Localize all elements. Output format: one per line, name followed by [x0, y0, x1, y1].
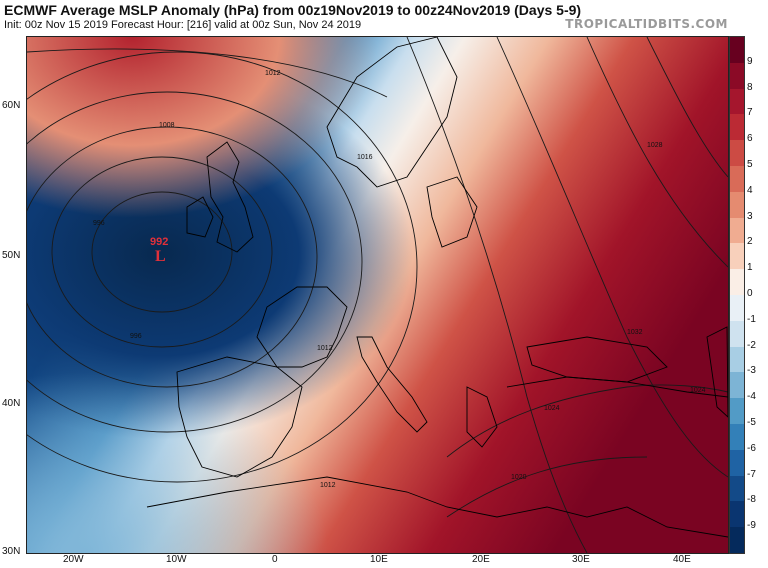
- chart-subtitle: Init: 00z Nov 15 2019 Forecast Hour: [21…: [4, 19, 362, 31]
- anomaly-map: 1012 1008 1016 996 996 1012 1012 1032 1024 1020 10…: [26, 36, 729, 554]
- colorbar-tick-label: -8: [747, 494, 756, 506]
- colorbar-swatch: [730, 372, 744, 399]
- isobar-label: 1008: [159, 122, 175, 129]
- colorbar-tick-label: 0: [747, 288, 753, 299]
- latitude-label: 40N: [2, 398, 21, 409]
- isobar-label: 996: [130, 333, 142, 340]
- colorbar-tick-label: 5: [747, 159, 753, 170]
- isobar-label: 1012: [320, 482, 336, 489]
- longitude-label: 20E: [472, 554, 490, 565]
- colorbar-swatch: [730, 295, 744, 322]
- longitude-label: 10E: [370, 554, 388, 565]
- colorbar-swatch: [730, 398, 744, 425]
- isobar-label: 1028: [647, 142, 663, 149]
- low-pressure-value: 992: [150, 236, 169, 248]
- isobar-label: 1032: [627, 329, 643, 336]
- site-brand: TROPICALTIDBITS.COM: [565, 17, 728, 31]
- colorbar-swatch: [730, 140, 744, 167]
- longitude-label: 10W: [166, 554, 187, 565]
- colorbar-tick-label: -3: [747, 365, 756, 377]
- anomaly-field: 1012 1008 1016 996 996 1012 1012 1032 1024 1020 10…: [27, 37, 728, 553]
- colorbar: [729, 36, 745, 554]
- colorbar-swatch: [730, 475, 744, 502]
- coastlines: [146, 37, 728, 538]
- latitude-label: 30N: [2, 546, 21, 557]
- colorbar-swatch: [730, 62, 744, 90]
- isobar-label: 1012: [317, 345, 333, 352]
- colorbar-swatch: [730, 449, 744, 477]
- isobar-label: 1016: [357, 154, 373, 161]
- colorbar-tick-label: -6: [747, 442, 756, 454]
- low-pressure-symbol: L: [155, 248, 166, 265]
- colorbar-tick-label: 3: [747, 210, 753, 222]
- colorbar-swatch: [730, 217, 744, 244]
- colorbar-tick-label: -7: [747, 468, 756, 480]
- colorbar-swatch: [730, 527, 744, 554]
- longitude-label: 40E: [673, 554, 691, 565]
- isobar-label: 1024: [544, 405, 560, 412]
- colorbar-tick-label: -2: [747, 339, 756, 351]
- colorbar-swatch: [730, 424, 744, 451]
- colorbar-swatch: [730, 37, 744, 64]
- isobar-label: 1012: [265, 70, 281, 77]
- chart-title: ECMWF Average MSLP Anomaly (hPa) from 00…: [4, 2, 582, 18]
- isobar-label: 1020: [511, 474, 527, 481]
- longitude-label: 20W: [63, 554, 84, 565]
- isobar-label: 996: [93, 220, 105, 227]
- colorbar-swatch: [730, 88, 744, 115]
- colorbar-swatch: [730, 346, 744, 373]
- colorbar-tick-label: 4: [747, 184, 753, 196]
- colorbar-swatch: [730, 114, 744, 141]
- colorbar-tick-label: -1: [747, 313, 756, 325]
- isobar-lines: [27, 37, 728, 553]
- colorbar-swatch: [730, 166, 744, 193]
- colorbar-tick-label: 9: [747, 55, 753, 67]
- colorbar-tick-label: -9: [747, 520, 756, 532]
- colorbar-tick-label: 7: [747, 107, 753, 119]
- colorbar-tick-label: 8: [747, 81, 753, 93]
- longitude-label: 0: [272, 554, 278, 565]
- colorbar-tick-label: -4: [747, 391, 756, 403]
- colorbar-tick-label: 6: [747, 133, 753, 145]
- colorbar-swatch: [730, 501, 744, 528]
- colorbar-tick-label: -5: [747, 417, 756, 428]
- colorbar-swatch: [730, 269, 744, 296]
- colorbar-tick-label: 1: [747, 262, 753, 274]
- colorbar-swatch: [730, 320, 744, 348]
- latitude-label: 60N: [2, 100, 21, 111]
- colorbar-swatch: [730, 243, 744, 270]
- colorbar-tick-label: 2: [747, 236, 753, 248]
- colorbar-swatch: [730, 191, 744, 219]
- longitude-label: 30E: [572, 554, 590, 565]
- latitude-label: 50N: [2, 250, 21, 261]
- isobar-label: 1024: [690, 387, 706, 394]
